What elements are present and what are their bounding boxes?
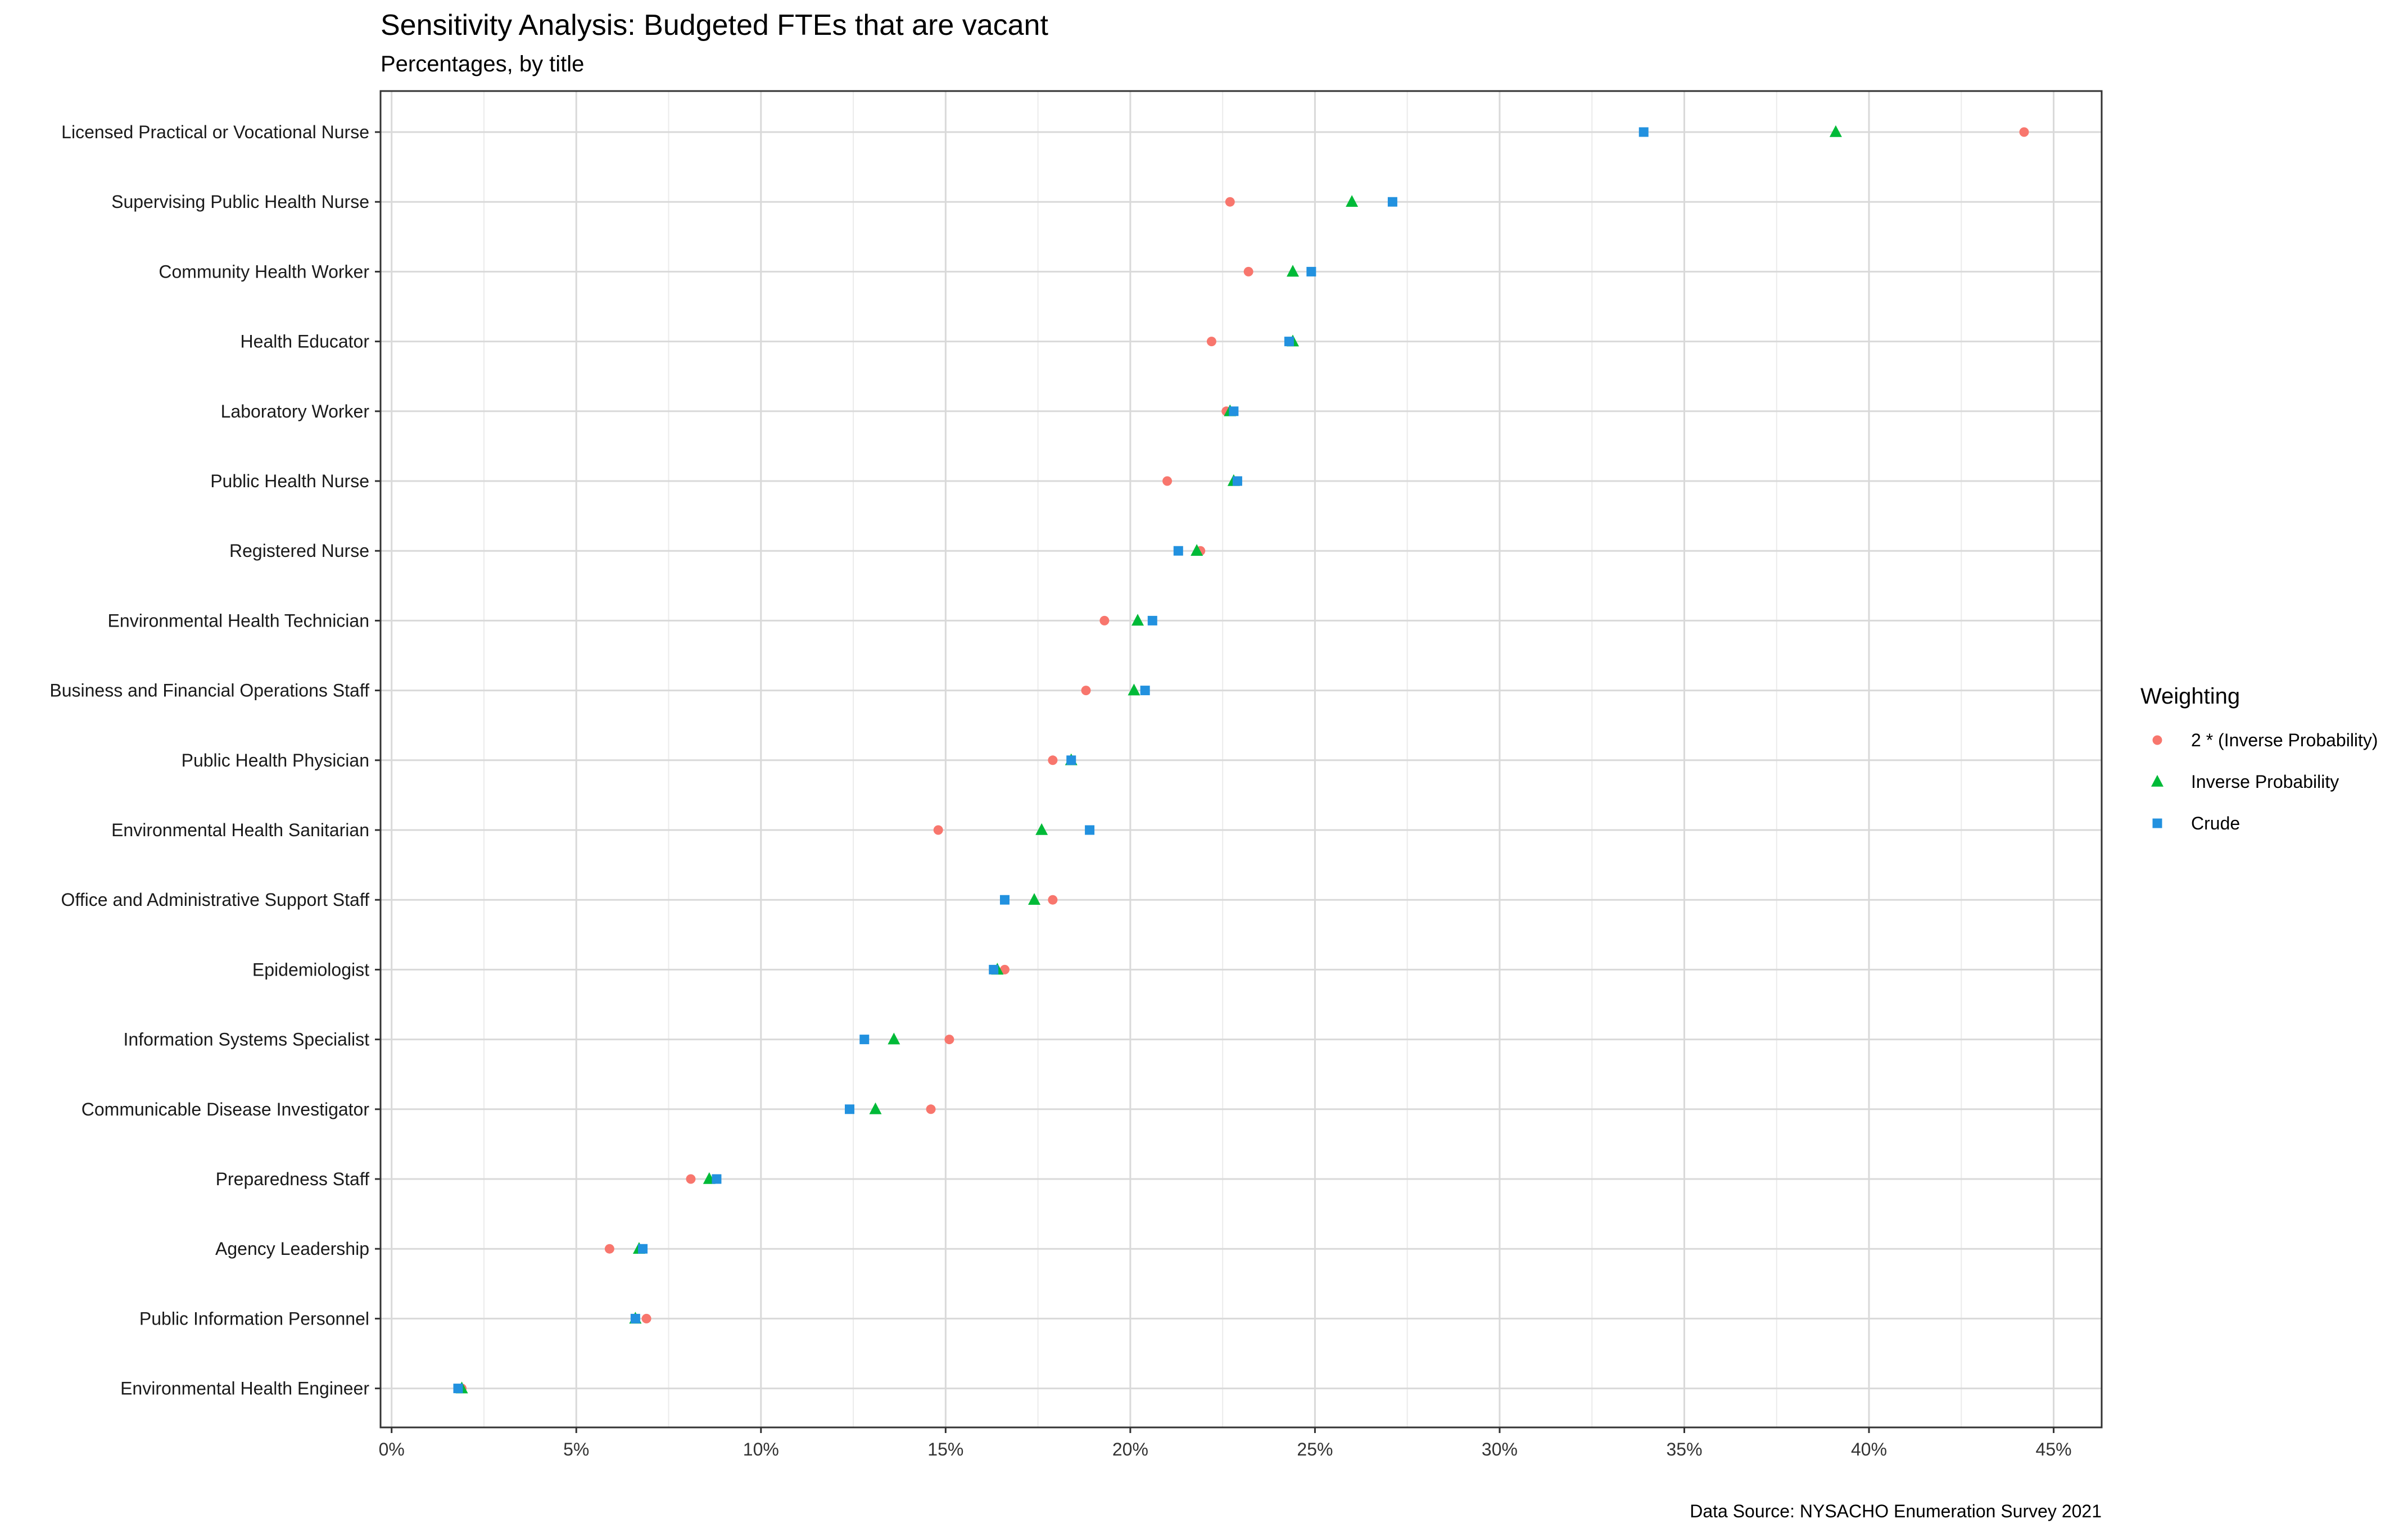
data-point: [1243, 266, 1253, 276]
category-label: Environmental Health Sanitarian: [111, 820, 369, 840]
legend-label: 2 * (Inverse Probability): [2191, 730, 2378, 750]
x-axis: 0% 5% 10% 15% 20% 25% 30% 35% 40% 45%: [379, 1427, 2072, 1459]
data-point: [1306, 266, 1316, 276]
data-point: [844, 1104, 854, 1114]
data-point: [1048, 755, 1058, 765]
data-point: [869, 1102, 882, 1114]
category-label: Environmental Health Engineer: [120, 1379, 369, 1399]
data-point: [1284, 337, 1294, 347]
category-label: Epidemiologist: [252, 959, 369, 980]
data-point: [630, 1313, 640, 1323]
category-label: Health Educator: [241, 332, 370, 352]
data-point: [859, 1035, 870, 1045]
legend-key: [2152, 735, 2162, 745]
data-point: [1048, 895, 1058, 905]
category-label: Licensed Practical or Vocational Nurse: [61, 122, 369, 142]
category-label: Preparedness Staff: [216, 1169, 369, 1189]
category-label: Communicable Disease Investigator: [82, 1099, 370, 1119]
data-point: [638, 1244, 648, 1254]
category-label: Agency Leadership: [215, 1239, 369, 1259]
data-point: [604, 1244, 614, 1254]
legend: Weighting 2 * (Inverse Probability) Inver…: [2140, 684, 2378, 833]
category-label: Supervising Public Health Nurse: [111, 192, 369, 212]
category-label: Public Health Physician: [182, 750, 369, 770]
legend-title: Weighting: [2140, 684, 2240, 709]
category-label: Information Systems Specialist: [124, 1030, 370, 1050]
data-point: [1035, 823, 1048, 835]
plot-panel-border: [379, 90, 2103, 1429]
data-point: [1028, 893, 1041, 905]
chart-subtitle: Percentages, by title: [381, 52, 584, 76]
category-label: Registered Nurse: [229, 541, 369, 561]
data-point: [686, 1174, 696, 1184]
data-point: [1191, 544, 1203, 556]
data-point: [712, 1174, 722, 1184]
data-point: [1162, 476, 1173, 486]
category-label: Community Health Worker: [159, 261, 369, 282]
data-point: [999, 895, 1010, 905]
x-tick-label: 40%: [1851, 1439, 1887, 1459]
data-point: [1140, 686, 1150, 696]
data-point: [1085, 825, 1095, 835]
chart-caption: Data Source: NYSACHO Enumeration Survey …: [1690, 1501, 2102, 1521]
data-point: [1829, 125, 1842, 137]
data-point: [1128, 683, 1140, 696]
legend-label: Crude: [2191, 813, 2240, 833]
data-point: [1286, 265, 1299, 277]
data-point: [1099, 615, 1110, 625]
category-label: Laboratory Worker: [221, 401, 370, 421]
legend-key: [2151, 774, 2163, 787]
data-point: [989, 964, 999, 974]
data-point: [1225, 197, 1235, 207]
x-tick-label: 25%: [1297, 1439, 1333, 1459]
data-point: [1081, 686, 1091, 696]
data-point: [1387, 197, 1397, 207]
category-label: Business and Financial Operations Staff: [49, 681, 369, 701]
x-tick-label: 45%: [2036, 1439, 2072, 1459]
data-point: [1229, 406, 1239, 416]
category-label: Public Health Nurse: [210, 471, 369, 491]
x-tick-label: 5%: [563, 1439, 589, 1459]
data-point: [1206, 337, 1216, 347]
category-label: Environmental Health Technician: [108, 610, 369, 631]
legend-key: [2152, 818, 2162, 828]
category-axis: Licensed Practical or Vocational Nurse Su…: [49, 122, 381, 1399]
x-tick-label: 35%: [1666, 1439, 1702, 1459]
x-tick-label: 15%: [927, 1439, 963, 1459]
data-point: [1346, 195, 1359, 207]
data-point: [933, 825, 943, 835]
data-point: [2019, 127, 2029, 137]
x-tick-label: 10%: [743, 1439, 779, 1459]
data-point: [453, 1384, 463, 1394]
data-point: [1131, 614, 1144, 626]
chart-title: Sensitivity Analysis: Budgeted FTEs that…: [381, 9, 1048, 42]
data-point: [999, 964, 1010, 974]
data-points: [453, 125, 2029, 1394]
legend-label: Inverse Probability: [2191, 772, 2339, 792]
data-point: [888, 1032, 900, 1045]
data-point: [641, 1313, 651, 1323]
data-point: [1066, 755, 1076, 765]
category-label: Public Information Personnel: [139, 1308, 369, 1329]
x-tick-label: 20%: [1112, 1439, 1148, 1459]
category-label: Office and Administrative Support Staff: [61, 890, 370, 910]
data-point: [926, 1104, 936, 1114]
data-point: [1147, 615, 1157, 625]
x-tick-label: 0%: [379, 1439, 405, 1459]
data-point: [1232, 476, 1242, 486]
x-tick-label: 30%: [1482, 1439, 1518, 1459]
data-point: [1173, 546, 1183, 556]
data-point: [944, 1035, 954, 1045]
plot-background: [381, 91, 2102, 1427]
data-point: [1638, 127, 1649, 137]
